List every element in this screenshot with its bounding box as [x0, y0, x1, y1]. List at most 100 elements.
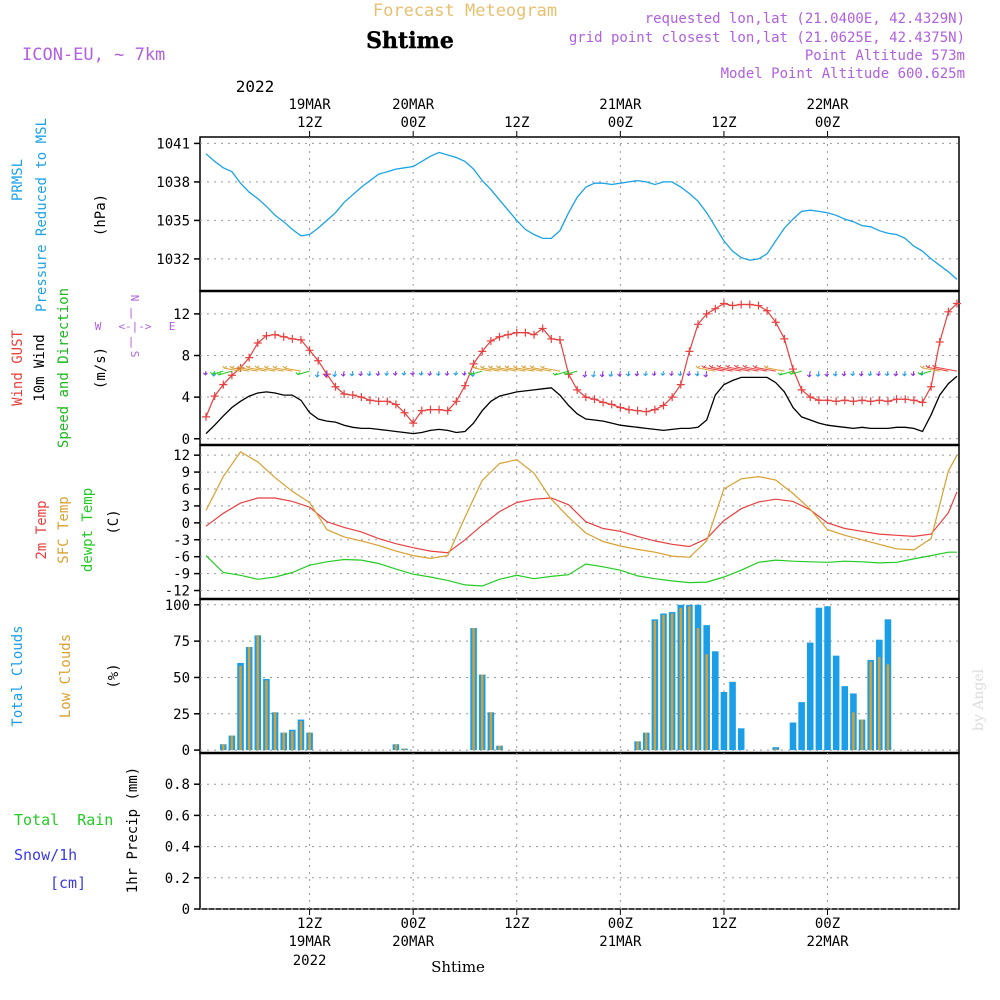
- low-cloud-bar: [265, 680, 268, 751]
- low-cloud-bar: [636, 741, 639, 751]
- wind-direction-arrow: [554, 370, 569, 376]
- snow-label: Snow/1h: [14, 846, 77, 864]
- wind-direction-arrow: [703, 366, 725, 372]
- wind-arrow-head: [910, 373, 916, 377]
- gust-marker: [495, 332, 504, 341]
- bottom-title: Shtime: [431, 958, 485, 976]
- bottom-date-label: 22MAR: [806, 934, 849, 950]
- total-cloud-bar: [815, 607, 823, 751]
- y-tick-label: 1035: [156, 213, 190, 229]
- wind-direction-arrow: [754, 366, 776, 372]
- wind-arrow-head: [867, 373, 873, 377]
- total-cloud-bar: [798, 702, 805, 751]
- wind-arrow-head: [540, 365, 545, 369]
- bottom-hour-label: 00Z: [815, 916, 840, 932]
- y-tick-label: 6: [182, 482, 190, 498]
- gust-marker: [573, 385, 582, 394]
- gust-marker: [659, 401, 668, 410]
- low-cloud-bar: [273, 712, 277, 751]
- gust-marker: [400, 408, 409, 417]
- y-tick-label: 4: [182, 390, 190, 406]
- low-cloud-bar: [472, 628, 475, 751]
- y-tick-label: -3: [173, 533, 190, 549]
- gust-marker: [383, 397, 392, 406]
- gust-marker: [409, 419, 418, 428]
- wind-arrow-head: [366, 373, 372, 377]
- gust-marker: [702, 309, 711, 318]
- gust-marker: [348, 391, 357, 400]
- y-tick-label: 9: [182, 465, 190, 481]
- gust-marker: [227, 371, 236, 380]
- wind-arrow-head: [563, 372, 569, 376]
- wind-arrow-head: [703, 374, 709, 378]
- wind-arrow-head: [410, 372, 415, 376]
- gust-marker: [633, 406, 642, 415]
- wind-direction-arrow: [601, 371, 604, 377]
- bottom-hour-label: 00Z: [608, 916, 633, 932]
- prmsl-line: [205, 151, 958, 280]
- precip-axis-label: 1hr Precip (mm): [125, 767, 141, 893]
- dewpt-line: [205, 551, 957, 587]
- total-cloud-bar: [737, 728, 745, 751]
- gust-marker: [486, 336, 495, 345]
- gust-marker: [607, 400, 616, 409]
- compass-center: <-|->: [118, 320, 151, 333]
- gust-marker: [840, 396, 849, 405]
- y-tick-label: 100: [165, 598, 190, 614]
- wind-arrow-head: [643, 373, 648, 377]
- gust-marker: [650, 405, 659, 414]
- gust-marker: [780, 334, 789, 343]
- gust-marker: [866, 397, 875, 406]
- gust-marker: [624, 405, 633, 414]
- top-hour-label: 12Z: [297, 115, 322, 131]
- gust-marker: [892, 395, 901, 404]
- requested-coords: requested lon,lat (21.0400E, 42.4329N): [645, 11, 965, 27]
- gust-label: Wind GUST: [10, 330, 26, 406]
- gust-marker: [599, 398, 608, 407]
- wind-arrow-head: [599, 374, 605, 378]
- gust-marker: [357, 393, 366, 402]
- gust-marker: [719, 299, 728, 308]
- wind-arrow-head: [694, 373, 700, 377]
- low-cloud-bar: [282, 732, 285, 751]
- wind-direction-arrow: [718, 366, 742, 372]
- gust-marker: [331, 382, 340, 391]
- wind-direction-arrow: [490, 367, 509, 372]
- gust-marker: [823, 396, 832, 405]
- dewpt-label: dewpt Temp: [80, 488, 96, 572]
- wind-arrow-head: [777, 372, 783, 376]
- wind-arrow-head: [216, 372, 222, 376]
- y-tick-label: -9: [173, 567, 190, 583]
- wind-direction-arrow: [316, 371, 319, 378]
- gust-marker: [374, 397, 383, 406]
- wind-arrow-head: [884, 373, 890, 377]
- wind-direction-arrow: [284, 367, 302, 372]
- gust-marker: [849, 397, 858, 406]
- wind-arrow-head: [488, 365, 493, 369]
- gust-marker: [253, 339, 262, 348]
- gust-marker: [935, 337, 944, 346]
- wind-direction-arrow: [711, 366, 733, 372]
- bottom-date-label: 19MAR: [289, 934, 332, 950]
- wind-arrow-head: [806, 374, 812, 378]
- wind-arrow-head: [742, 364, 748, 368]
- sfc-temp-label: SFC Temp: [56, 496, 72, 563]
- gust-marker: [685, 347, 694, 356]
- wind-arrow-head: [222, 365, 228, 369]
- gust-marker: [901, 395, 910, 404]
- wind-arrow-head: [254, 365, 260, 369]
- wind-arrow-head: [401, 372, 407, 376]
- clouds-unit: (%): [106, 663, 122, 688]
- y-tick-label: 0.2: [165, 871, 190, 887]
- gust-marker: [944, 307, 953, 316]
- wind-arrow-head: [282, 365, 288, 369]
- low-cloud-bar: [705, 654, 708, 751]
- gust-marker: [279, 332, 288, 341]
- gust-marker: [728, 301, 737, 310]
- grid-lines: [200, 137, 959, 910]
- wind-arrow-head: [669, 373, 674, 377]
- low-cloud-bar: [860, 719, 864, 751]
- wind-arrow-head: [467, 372, 473, 376]
- wind-arrow-head: [384, 372, 389, 377]
- low-cloud-bar: [679, 607, 682, 751]
